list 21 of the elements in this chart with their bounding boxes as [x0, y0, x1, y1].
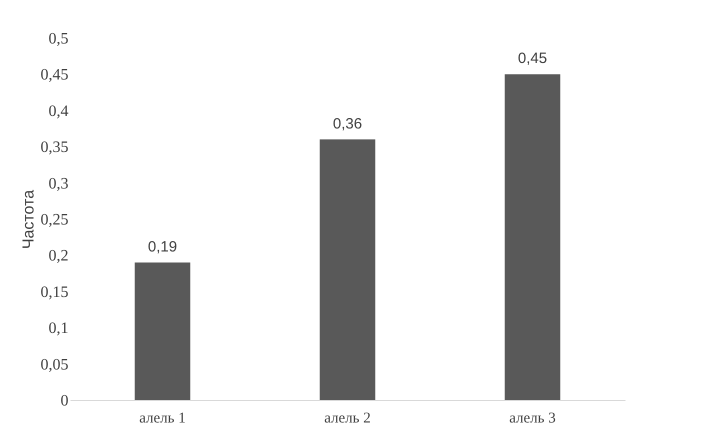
y-tick-label: 0,1	[48, 320, 68, 338]
bar	[504, 74, 560, 400]
y-tick-label: 0,45	[40, 66, 68, 84]
bar	[320, 139, 376, 400]
data-label: 0,45	[518, 50, 548, 68]
y-tick-label: 0,35	[40, 139, 68, 156]
y-tick-label: 0,4	[48, 102, 68, 120]
data-label: 0,36	[332, 115, 362, 132]
y-tick-label: 0,3	[48, 175, 68, 192]
bar	[134, 262, 190, 400]
y-tick-label: 0,25	[40, 212, 68, 228]
y-tick-label: 0,5	[48, 30, 68, 48]
data-label: 0,19	[148, 238, 178, 256]
y-tick-label: 0	[60, 392, 68, 410]
y-tick-label: 0,15	[40, 284, 68, 301]
y-tick-label: 0,05	[40, 356, 68, 374]
x-tick-label: алель 3	[509, 410, 556, 426]
x-tick-label: алель 2	[324, 410, 371, 426]
y-tick-label: 0,2	[48, 248, 68, 265]
y-axis-title: Частота	[20, 190, 38, 250]
x-tick-label: алель 1	[139, 410, 186, 426]
